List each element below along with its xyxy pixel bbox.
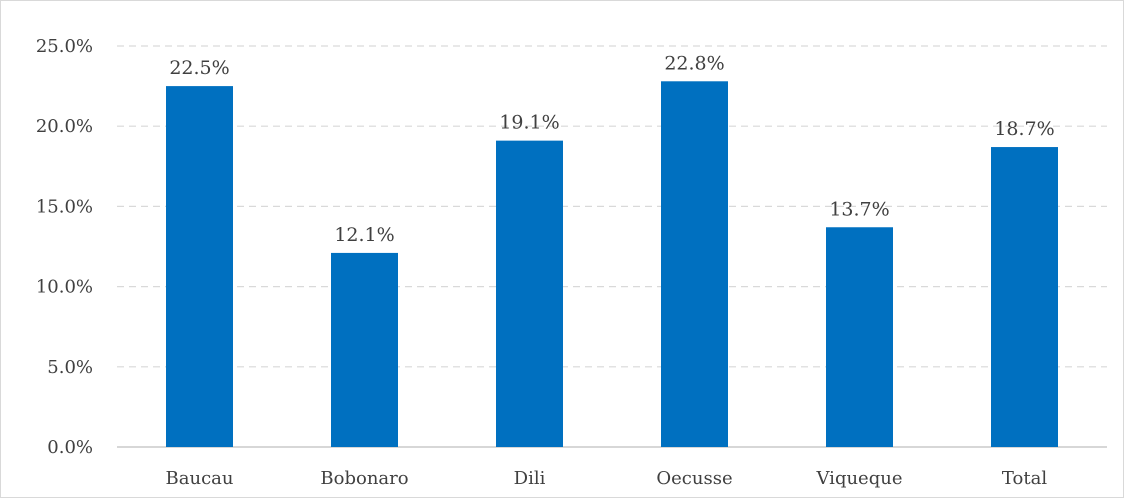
y-tick-label: 15.0% bbox=[36, 196, 93, 217]
data-label: 22.8% bbox=[664, 52, 724, 74]
x-tick-label: Total bbox=[1002, 468, 1047, 489]
data-label: 18.7% bbox=[994, 118, 1054, 140]
y-tick-label: 25.0% bbox=[36, 36, 93, 57]
bar bbox=[331, 252, 398, 447]
x-tick-label: Viqueque bbox=[816, 468, 903, 489]
x-tick-label: Dili bbox=[514, 468, 546, 489]
y-tick-label: 10.0% bbox=[36, 277, 93, 298]
bar bbox=[826, 227, 893, 447]
x-tick-label: Oecusse bbox=[656, 468, 732, 489]
y-tick-label: 5.0% bbox=[47, 357, 93, 378]
x-tick-label: Baucau bbox=[166, 468, 234, 489]
bar bbox=[991, 147, 1058, 447]
bar bbox=[496, 140, 563, 448]
bar bbox=[661, 81, 728, 448]
data-label: 22.5% bbox=[169, 57, 229, 79]
y-tick-label: 0.0% bbox=[47, 437, 93, 458]
data-label: 19.1% bbox=[499, 112, 559, 134]
data-label: 13.7% bbox=[829, 198, 889, 220]
data-label: 12.1% bbox=[334, 224, 394, 246]
bar bbox=[166, 86, 233, 447]
x-tick-label: Bobonaro bbox=[320, 468, 408, 489]
y-tick-label: 20.0% bbox=[36, 116, 93, 137]
